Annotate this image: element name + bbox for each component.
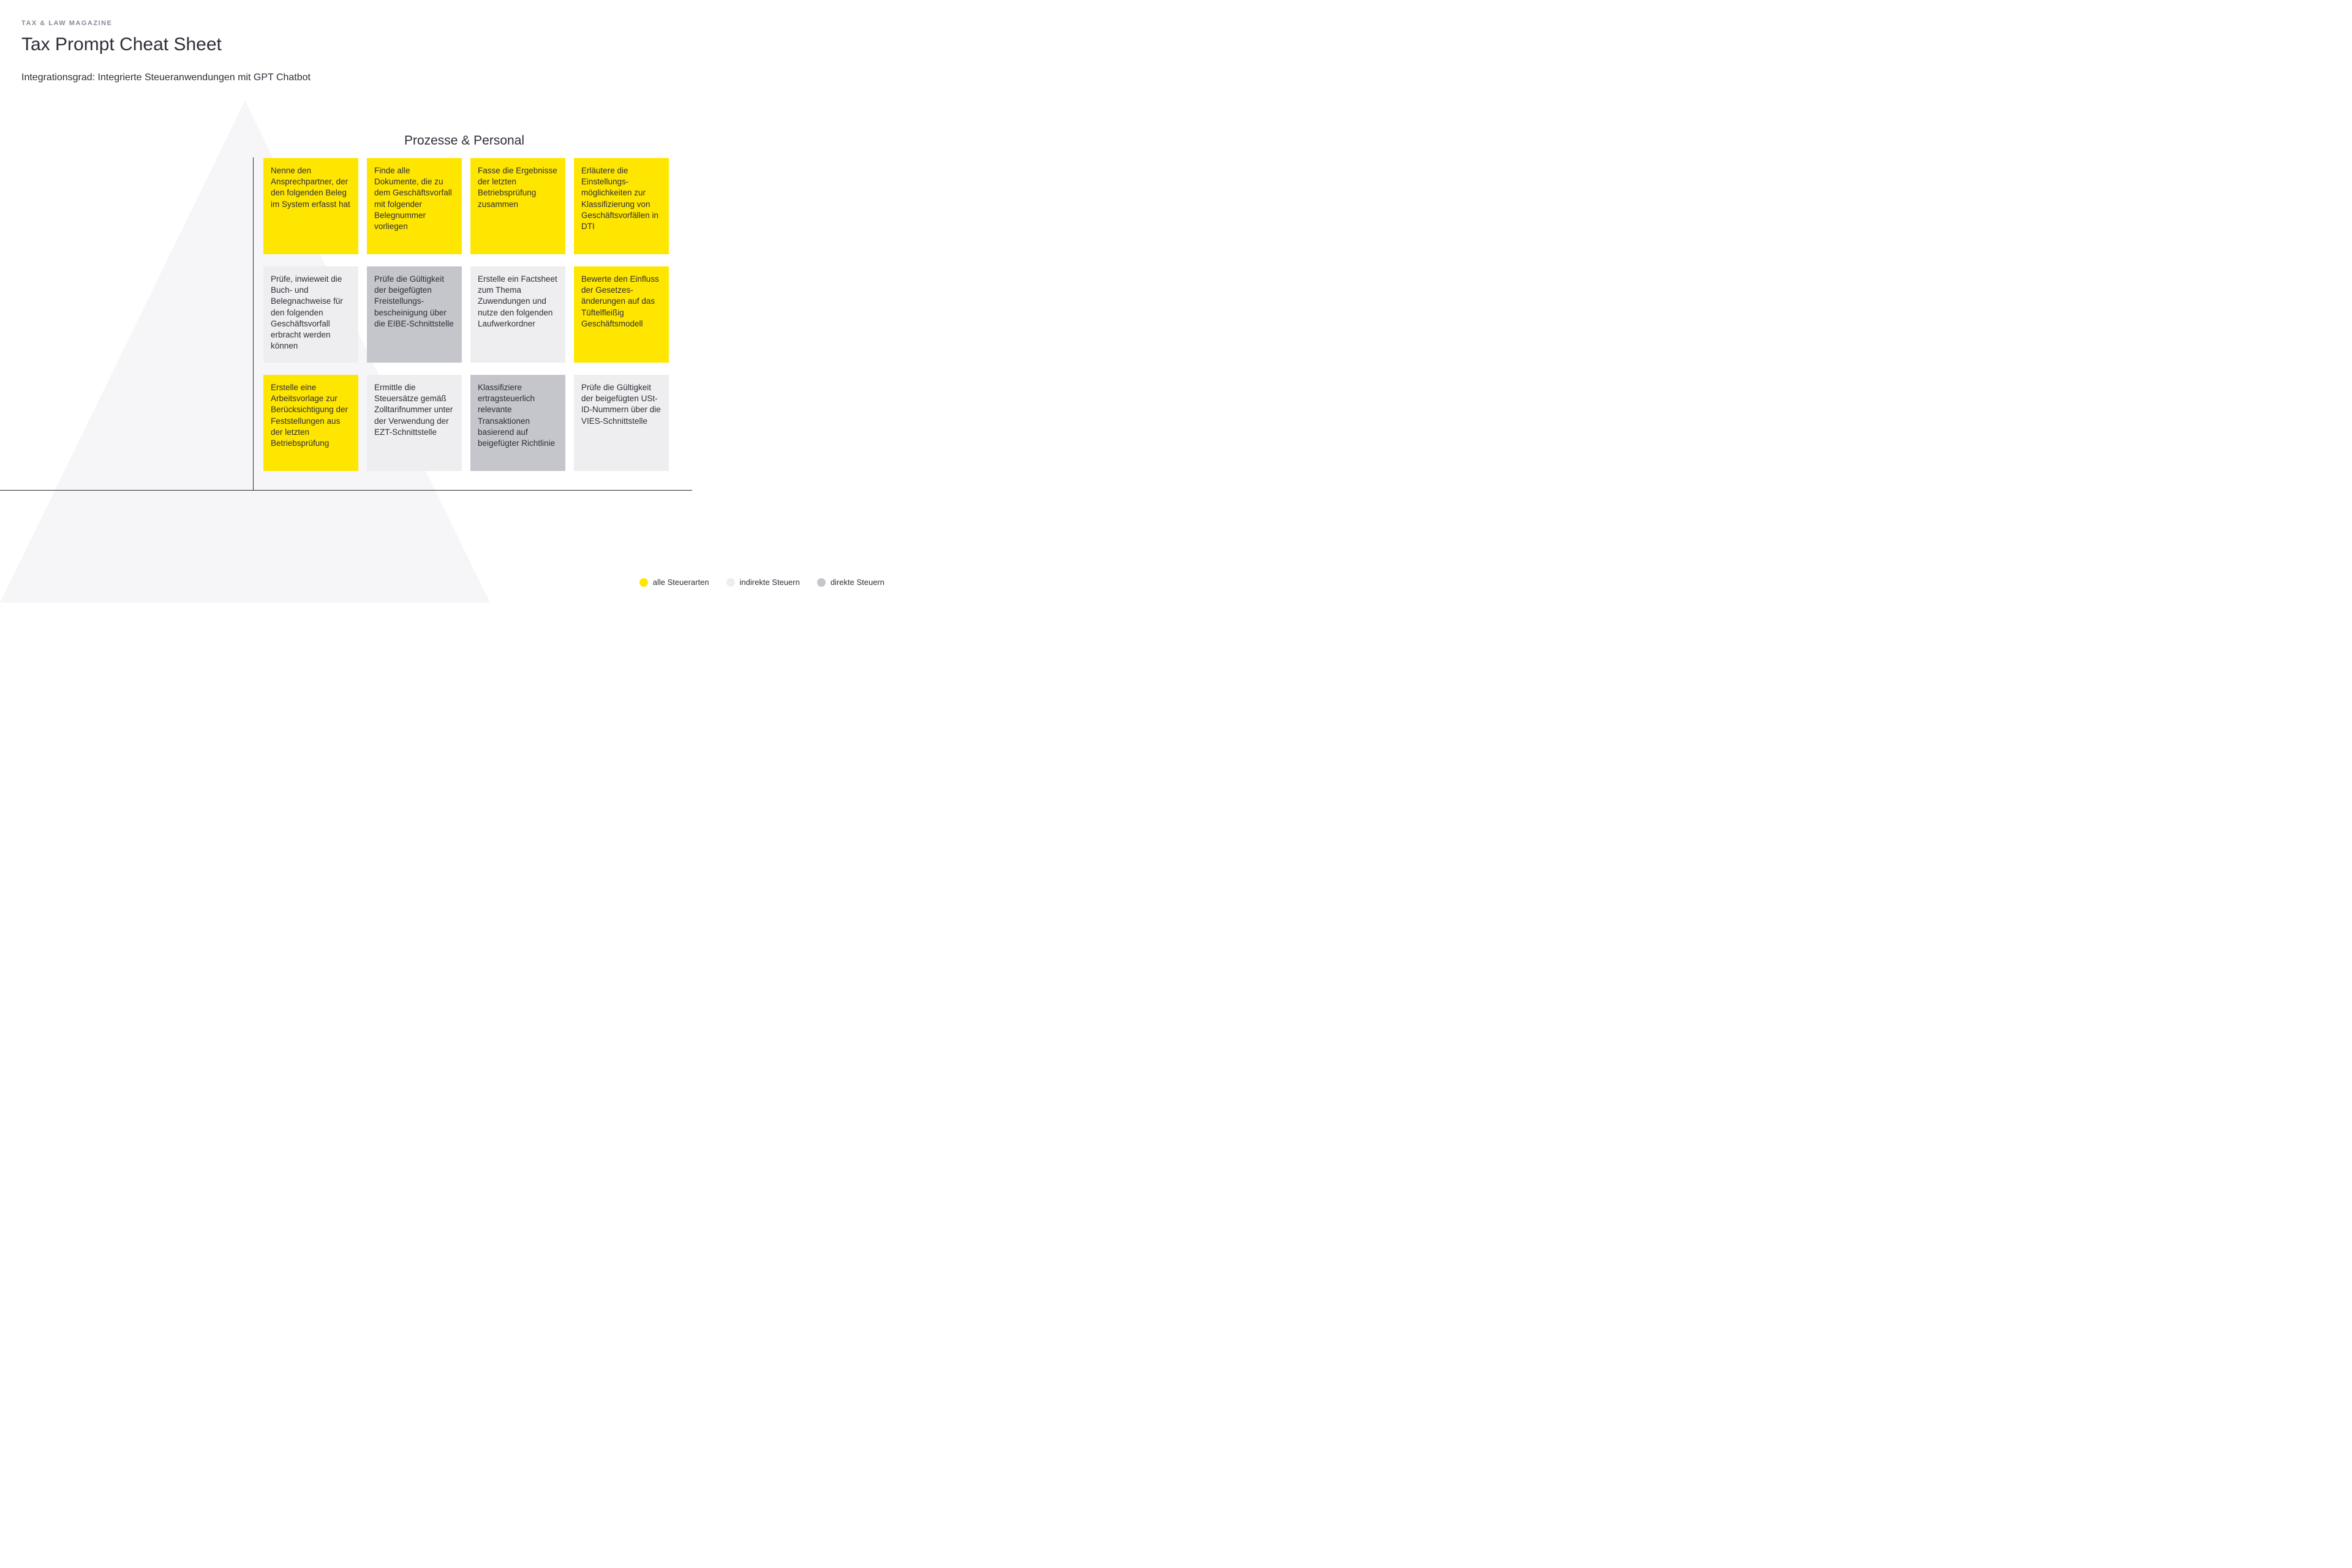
axis-vertical xyxy=(253,157,254,490)
swatch-icon xyxy=(639,578,648,587)
tile-grid: Nenne den Ansprechpartner, der den folge… xyxy=(263,158,669,471)
eyebrow: TAX & LAW MAGAZINE xyxy=(21,20,311,27)
tile: Prüfe die Gültigkeit der beigefügten USt… xyxy=(574,375,669,471)
subtitle: Integrationsgrad: Integrierte Steueranwe… xyxy=(21,72,311,83)
page: TAX & LAW MAGAZINE Tax Prompt Cheat Shee… xyxy=(0,0,904,603)
tile-row: Prüfe, inwieweit die Buch- und Belegnach… xyxy=(263,266,669,363)
tile: Erläutere die Einstellungs­möglichkeiten… xyxy=(574,158,669,254)
section-heading: Prozesse & Personal xyxy=(263,134,665,148)
tile: Klassifiziere ertragsteuer­lich relevant… xyxy=(470,375,565,471)
tile-row: Nenne den Ansprechpartner, der den folge… xyxy=(263,158,669,254)
legend-label: indirekte Steuern xyxy=(740,578,800,587)
legend-label: direkte Steuern xyxy=(831,578,884,587)
legend-item: alle Steuerarten xyxy=(639,578,709,587)
tile: Nenne den Ansprechpartner, der den folge… xyxy=(263,158,358,254)
tile: Finde alle Dokumente, die zu dem Geschäf… xyxy=(367,158,462,254)
tile-row: Erstelle eine Arbeitsvor­lage zur Berück… xyxy=(263,375,669,471)
axis-horizontal xyxy=(0,490,692,491)
legend-label: alle Steuerarten xyxy=(653,578,709,587)
tile: Prüfe, inwieweit die Buch- und Belegnach… xyxy=(263,266,358,363)
tile: Ermittle die Steuersätze gemäß Zoll­tari… xyxy=(367,375,462,471)
page-title: Tax Prompt Cheat Sheet xyxy=(21,34,311,55)
header: TAX & LAW MAGAZINE Tax Prompt Cheat Shee… xyxy=(21,20,311,83)
swatch-icon xyxy=(726,578,735,587)
legend-item: indirekte Steuern xyxy=(726,578,800,587)
tile: Erstelle eine Arbeitsvor­lage zur Berück… xyxy=(263,375,358,471)
tile: Erstelle ein Fact­sheet zum Thema Zuwend… xyxy=(470,266,565,363)
tile: Prüfe die Gültigkeit der beigefügten Fre… xyxy=(367,266,462,363)
tile: Bewerte den Einfluss der Gesetzes­änderu… xyxy=(574,266,669,363)
legend: alle Steuerarten indirekte Steuern direk… xyxy=(639,578,884,587)
legend-item: direkte Steuern xyxy=(817,578,884,587)
tile: Fasse die Ergeb­nisse der letzten Betrie… xyxy=(470,158,565,254)
swatch-icon xyxy=(817,578,826,587)
